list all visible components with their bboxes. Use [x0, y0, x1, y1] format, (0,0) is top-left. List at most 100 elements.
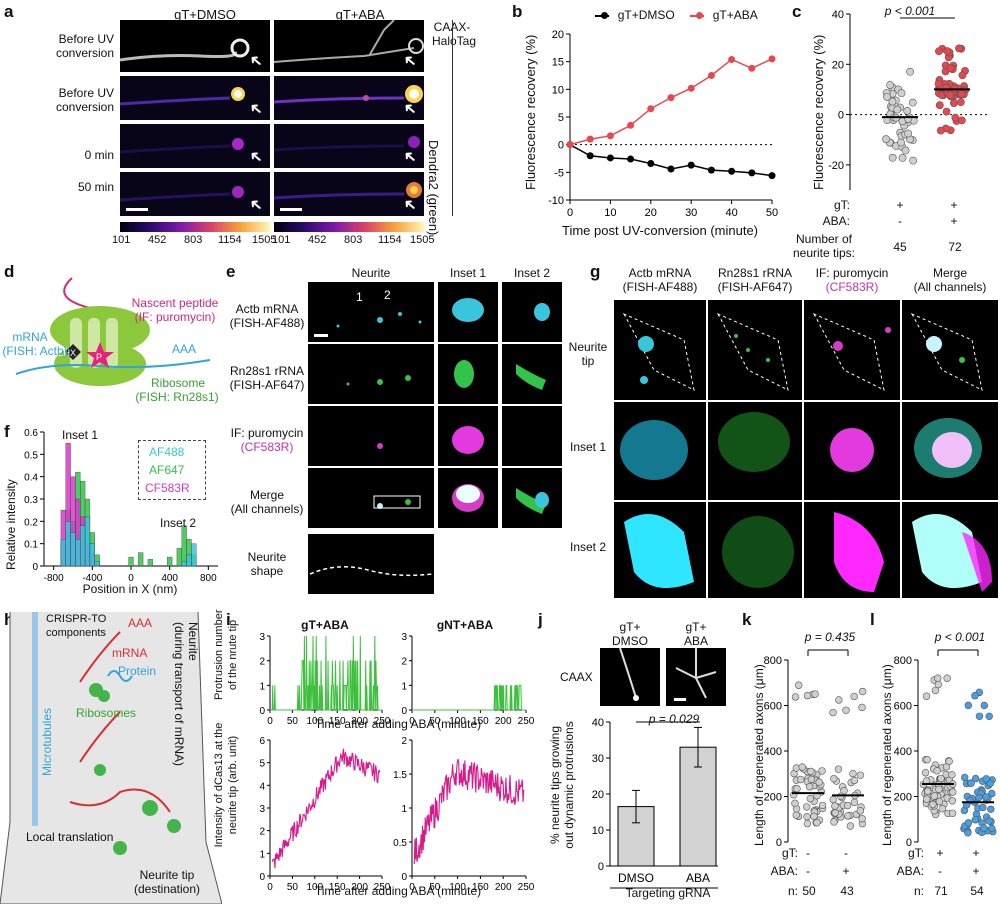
- a-tick-dmso-3: 1154: [218, 234, 242, 246]
- l-data-point: [971, 692, 979, 700]
- g-header-2-l2: (FISH-AF647): [717, 280, 793, 294]
- l-n-1: 71: [934, 884, 948, 898]
- g-inset2-af647: [708, 502, 802, 598]
- i-bot-y-tick-label: 1.5: [393, 770, 407, 781]
- e-header-neurite: Neurite: [351, 266, 391, 280]
- c-data-point: [957, 116, 966, 125]
- h-mrna: mRNA: [112, 646, 148, 660]
- d-mrna-sub: (FISH: Actb): [2, 344, 68, 358]
- j-x-tick-label: ABA: [686, 871, 710, 885]
- a-colorbar-ticks: 101 452 803 1154 1505 101 452 803 1154 1…: [112, 234, 435, 248]
- k-data-point: [807, 775, 816, 784]
- b-y-tick-label: 15: [552, 57, 564, 69]
- i-bot-x-tick-label: 100: [306, 882, 323, 893]
- c-data-point: [883, 93, 891, 101]
- f-y-tick-label: 0.3: [24, 495, 38, 506]
- f-legend-cf583r: CF583R: [145, 481, 190, 495]
- b-y-tick-label: 10: [552, 84, 564, 96]
- k-data-point: [813, 818, 821, 827]
- b-legend-dmso: gT+DMSO: [617, 8, 675, 22]
- i-bot-y-tick-label: 2: [401, 736, 407, 747]
- f-bar: [191, 543, 197, 567]
- i-bot-y-tick-label: 0: [401, 872, 407, 883]
- g-header-4-l1: Merge: [932, 266, 967, 280]
- d-nascent-sub: (IF: puromycin): [134, 310, 216, 324]
- c-y-tick-label: -20: [828, 160, 844, 172]
- j-y-tick-label: 20: [592, 789, 604, 801]
- k-data-point: [830, 774, 838, 783]
- i-bot-x-tick-label: 250: [374, 882, 391, 893]
- b-x-tick-label: 50: [766, 207, 778, 219]
- a-image-dmso-before: ➜: [120, 76, 270, 120]
- c-row-aba: ABA:: [822, 214, 850, 228]
- i-intensity-trace: [413, 758, 525, 864]
- a-colorbar-dmso: [120, 222, 270, 232]
- c-n-2: 72: [948, 240, 962, 254]
- i-bot-y-tick-label: 4: [259, 781, 265, 792]
- k-row-aba: ABA:: [770, 864, 798, 878]
- f-bar: [176, 547, 182, 567]
- b-data-point: [707, 166, 715, 174]
- d-chx: CHX: [57, 348, 77, 358]
- f-legend-af488: AF488: [149, 445, 185, 459]
- b-data-point: [647, 159, 655, 167]
- i-bot-x-tick-label: 50: [287, 882, 299, 893]
- j-y-tick-label: 30: [592, 753, 604, 765]
- i-top-x-tick-label: 250: [518, 716, 535, 727]
- l-aba-1: -: [938, 864, 942, 878]
- l-y-tick-label: 800: [894, 655, 912, 667]
- k-gt-1: -: [806, 846, 810, 860]
- b-legend: gT+DMSO gT+ABA: [595, 8, 758, 22]
- panel-letter-j: j: [538, 610, 543, 629]
- c-ylabel: Fluorescence recovery (%): [811, 34, 826, 190]
- k-n-2: 43: [840, 884, 854, 898]
- k-data-point: [840, 787, 848, 795]
- f-ylabel: Relative intensity: [4, 479, 18, 570]
- h-microtubules: Microtubules: [40, 707, 54, 776]
- b-legend-aba: gT+ABA: [712, 8, 758, 22]
- f-inset1-label: Inset 1: [62, 428, 99, 442]
- i-bot-x-tick-label: 200: [351, 882, 368, 893]
- d-schematic: [15, 277, 211, 386]
- k-data-point: [858, 687, 867, 696]
- c-data-point: [893, 105, 902, 114]
- a-image-dmso-caax: ➜: [120, 20, 270, 72]
- e-arrow-label-1: 1: [356, 290, 363, 304]
- panel-letter-a: a: [4, 2, 14, 21]
- f-y-tick-label: 0.1: [24, 540, 38, 551]
- g-tip-af488: [614, 300, 706, 400]
- c-data-point: [935, 47, 943, 56]
- a-tick-aba-1: 452: [308, 234, 327, 246]
- c-data-point: [957, 90, 966, 98]
- i-top-y-tick-label: 1: [401, 681, 407, 692]
- a-image-aba-before: ➜: [274, 76, 424, 120]
- f-xlabel: Position in X (nm): [82, 582, 178, 596]
- f-bar: [147, 559, 153, 567]
- b-data-point: [627, 121, 635, 129]
- b-data-point: [566, 141, 574, 149]
- i-bot-y-tick-label: 2: [259, 827, 265, 838]
- k-data-point: [792, 811, 800, 819]
- f-bar: [94, 561, 100, 567]
- b-xlabel: Time post UV-conversion (minute): [561, 223, 759, 238]
- k-data-point: [850, 798, 859, 807]
- a-tick-aba-4: 1505: [410, 234, 435, 246]
- c-data-point: [943, 47, 952, 56]
- c-gt-2: +: [950, 198, 958, 212]
- k-data-point: [805, 782, 814, 791]
- g-header-3-l1: IF: puromycin: [815, 266, 889, 280]
- e-inset1-merge: [438, 468, 498, 528]
- i-bot-y-tick-label: 6: [259, 736, 265, 747]
- k-pvalue: p = 0.435: [804, 630, 856, 644]
- f-bar: [181, 561, 187, 567]
- b-ylabel: Fluorescence recovery (%): [523, 34, 538, 190]
- k-data-point: [831, 802, 839, 810]
- i-ylabel-bottom: Intensity of dCas13 at the neurite tip (…: [213, 722, 239, 848]
- b-x-tick-label: 10: [604, 207, 616, 219]
- h-local-translation: Local translation: [26, 830, 114, 844]
- h-protein: Protein: [118, 664, 157, 678]
- c-data-point: [903, 106, 912, 115]
- k-data-point: [829, 708, 837, 717]
- k-y-tick-label: 400: [764, 746, 782, 758]
- c-y-tick-label: 40: [832, 9, 844, 21]
